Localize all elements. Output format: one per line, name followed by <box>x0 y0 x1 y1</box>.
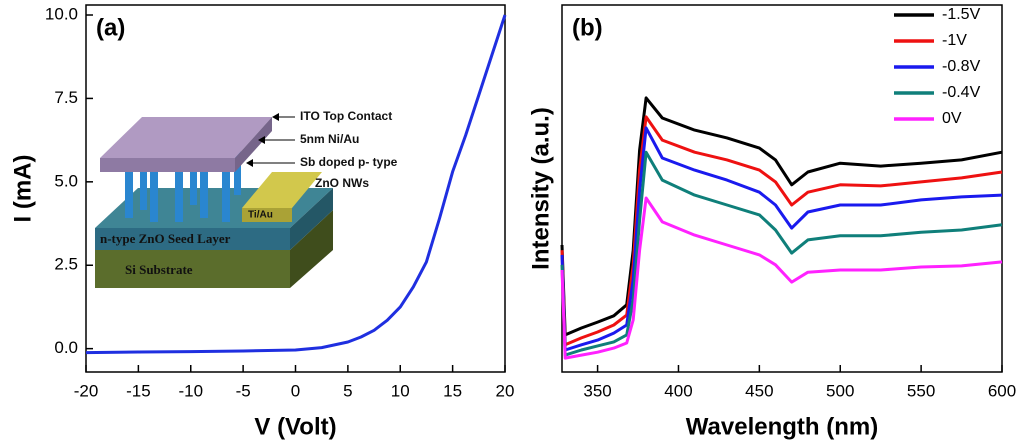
y-axis-label: I (mA) <box>9 155 36 223</box>
legend-label: -1.5V <box>942 6 981 23</box>
series-line <box>560 150 1003 357</box>
si-substrate <box>95 250 290 288</box>
x-tick-label: 450 <box>745 381 773 400</box>
y-tick-label: 2.5 <box>54 255 78 274</box>
x-tick-label: 0 <box>291 381 300 400</box>
series-line <box>560 196 1003 360</box>
x-tick-label: 10 <box>391 381 410 400</box>
legend-label: -0.8V <box>942 58 981 75</box>
x-tick-label: 500 <box>826 381 854 400</box>
x-tick-label: 400 <box>664 381 692 400</box>
legend-label: -1V <box>942 32 967 49</box>
y-tick-label: 10.0 <box>45 4 78 23</box>
x-axis-label: Wavelength (nm) <box>686 413 878 440</box>
x-tick-label: -5 <box>236 381 251 400</box>
ito-contact-side <box>235 117 272 172</box>
series-line <box>560 115 1003 347</box>
y-tick-label: 7.5 <box>54 88 78 107</box>
series-line <box>560 126 1003 352</box>
inset-label: ZnO NWs <box>315 176 369 190</box>
y-tick-label: 5.0 <box>54 171 78 190</box>
ito-contact <box>100 117 272 158</box>
legend-label: -0.4V <box>942 84 981 101</box>
arrows <box>250 116 295 164</box>
inset-label: 5nm Ni/Au <box>300 132 359 146</box>
x-tick-label: -10 <box>178 381 203 400</box>
x-tick-label: 550 <box>907 381 935 400</box>
x-tick-label: 5 <box>343 381 352 400</box>
legend-label: 0V <box>942 110 962 127</box>
seed-layer-side <box>290 188 333 250</box>
inset-label: n-type ZnO Seed Layer <box>100 231 231 246</box>
x-tick-label: 600 <box>988 381 1016 400</box>
inset-label: Ti/Au <box>248 210 273 221</box>
inset-label: Sb doped p- type <box>300 155 398 169</box>
panel-label: (a) <box>96 14 125 41</box>
inset-label: Si Substrate <box>125 262 193 277</box>
series-line <box>560 96 1003 337</box>
ti-au-pad-front <box>242 208 292 222</box>
ito-contact-front <box>100 158 235 172</box>
si-substrate-side <box>290 210 333 288</box>
series-line <box>85 14 507 355</box>
arrow-heads <box>246 113 279 167</box>
panel-label: (b) <box>572 14 603 41</box>
y-axis-label: Intensity (a.u.) <box>527 107 554 270</box>
x-tick-label: 20 <box>496 381 515 400</box>
x-axis-label: V (Volt) <box>254 413 336 440</box>
ti-au-pad <box>242 172 322 208</box>
plot-frame <box>561 4 1003 373</box>
y-tick-label: 0.0 <box>54 338 78 357</box>
x-tick-label: -20 <box>74 381 99 400</box>
x-tick-label: -15 <box>126 381 151 400</box>
seed-layer <box>95 228 290 250</box>
nanowires <box>125 150 241 222</box>
x-tick-label: 15 <box>443 381 462 400</box>
device-schematic: ITO Top Contact 5nm Ni/Au Sb doped p- ty… <box>95 109 398 288</box>
x-tick-label: 350 <box>583 381 611 400</box>
inset-label: ITO Top Contact <box>300 109 392 123</box>
